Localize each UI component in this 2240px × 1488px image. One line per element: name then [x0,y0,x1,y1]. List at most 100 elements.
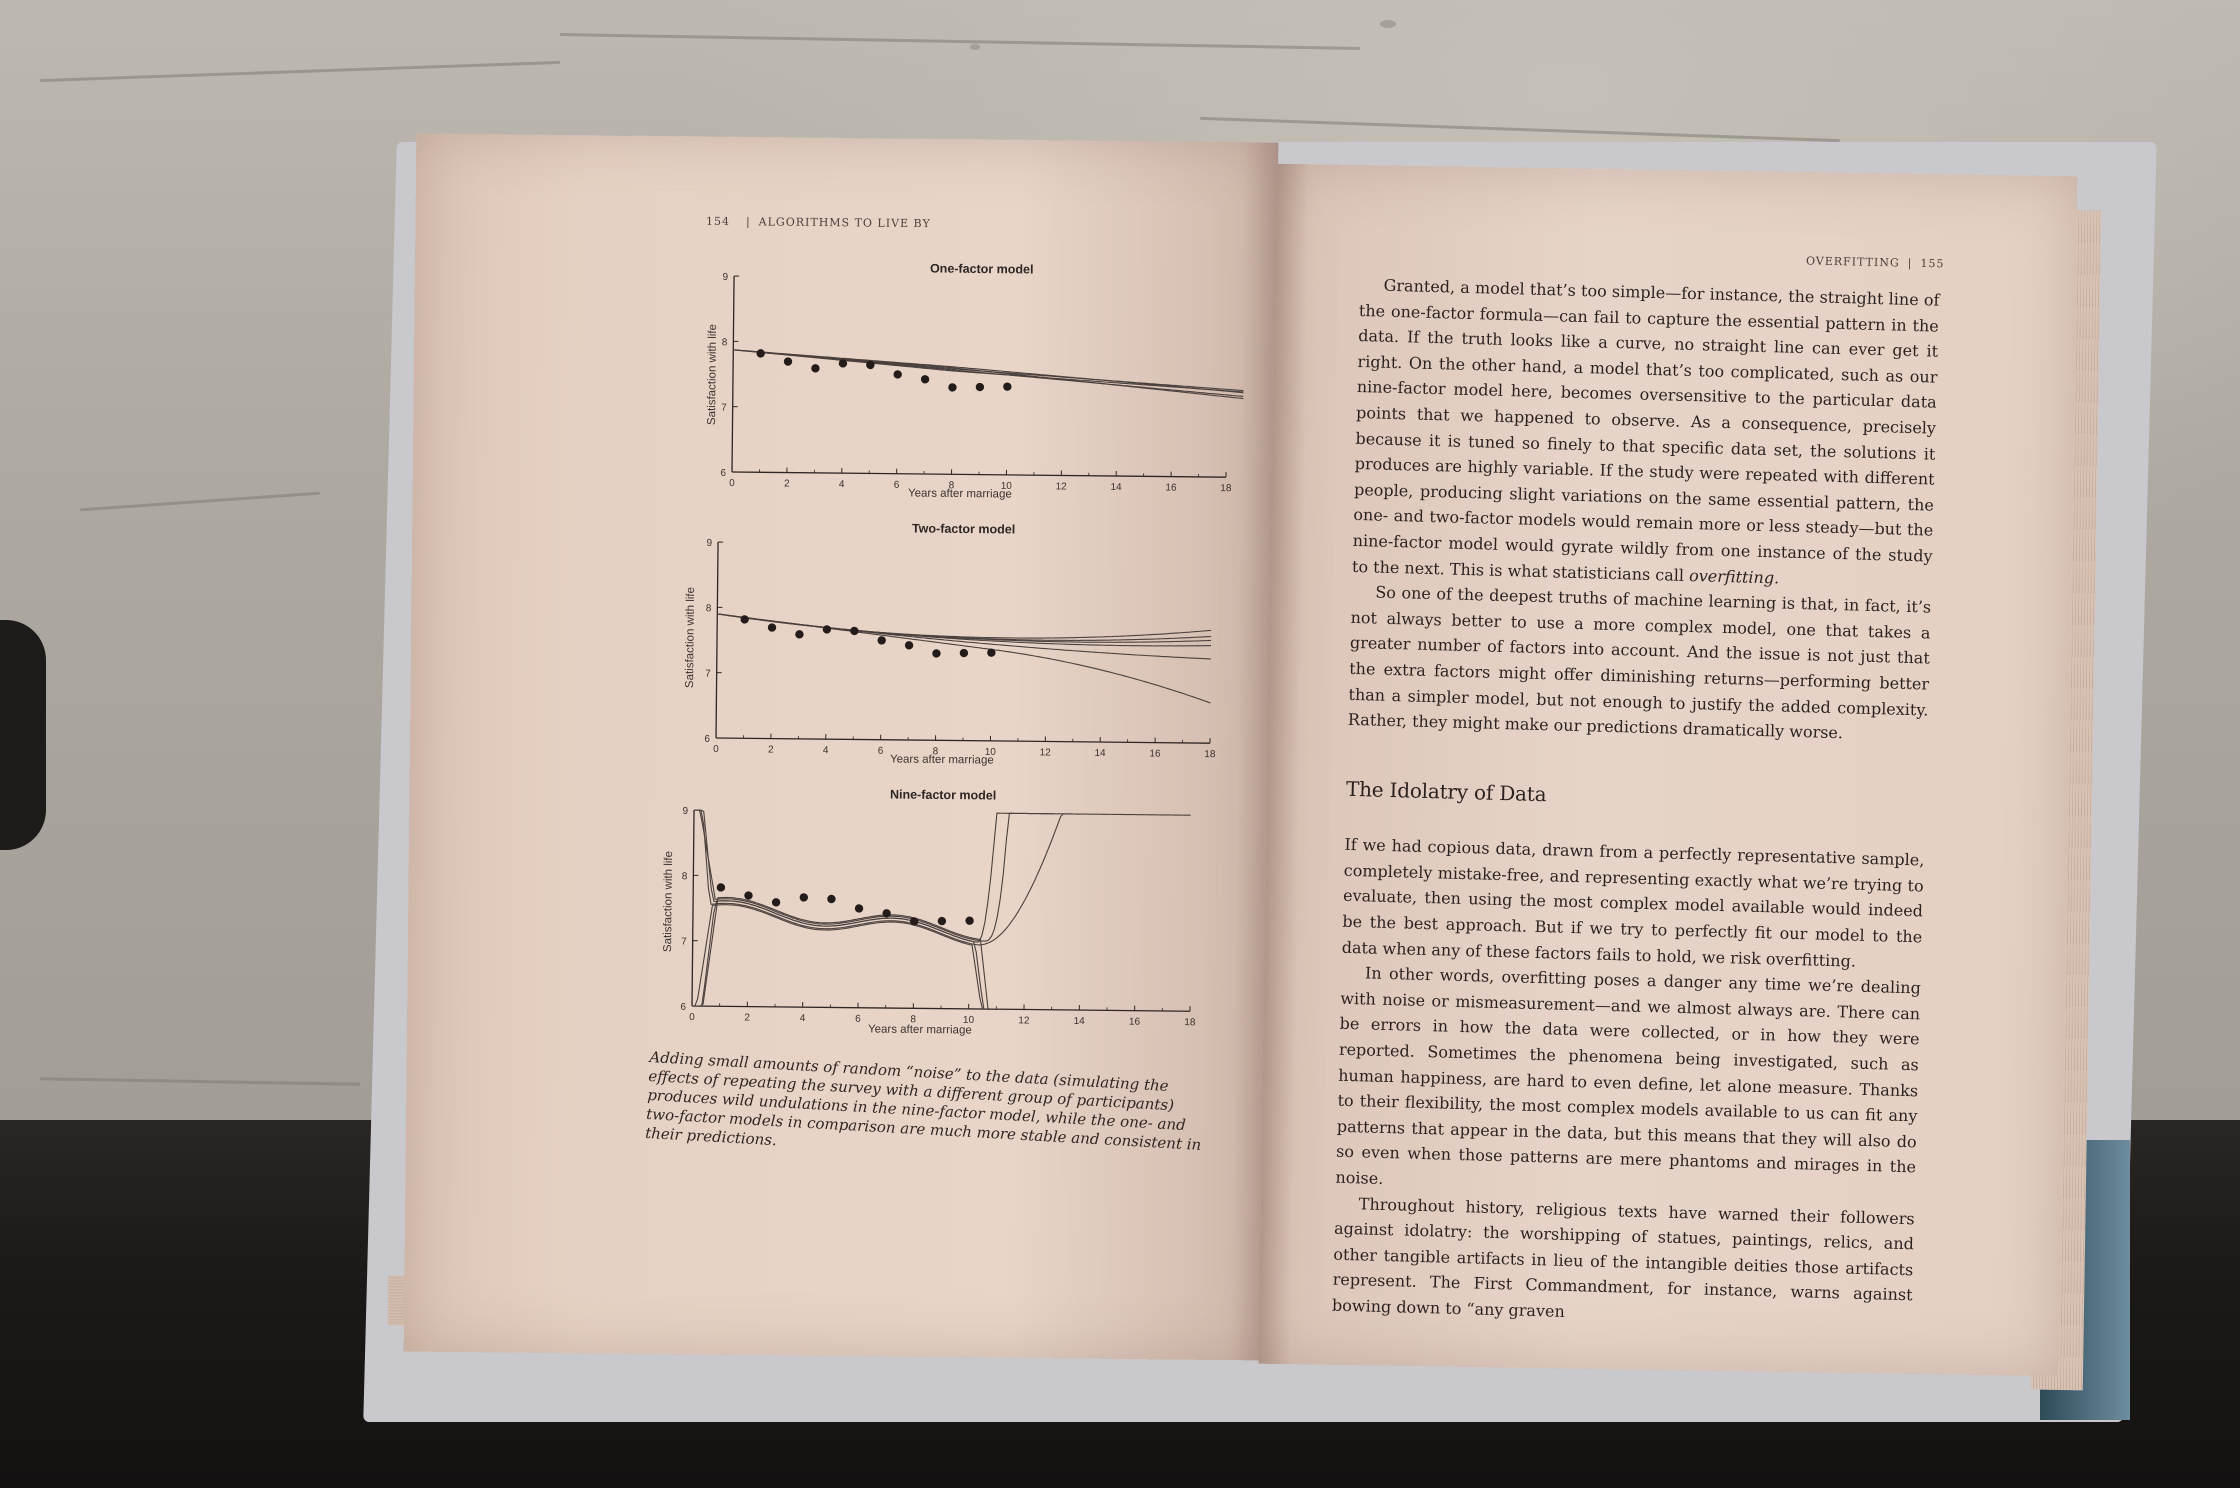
y-tick-label: 6 [704,734,710,745]
x-tick-label: 18 [1220,483,1232,494]
data-point [932,649,941,658]
y-tick-label: 7 [681,937,687,948]
data-point [716,883,726,892]
x-tick-label: 0 [689,1012,695,1023]
data-point [877,636,886,645]
x-tick-label: 10 [963,1015,975,1026]
x-tick-label: 4 [800,1013,806,1024]
x-tick-label: 6 [855,1014,861,1025]
data-point [854,904,864,913]
x-tick-label: 16 [1129,1017,1141,1028]
data-point [756,349,765,358]
right-page-text: Granted, a model that’s too simple—for i… [1332,272,1940,1334]
x-tick-label: 2 [784,479,790,490]
overfitting-term: overfitting. [1688,565,1780,587]
y-tick-label: 8 [722,337,728,348]
x-tick-label: 6 [894,480,900,491]
data-point [822,625,832,634]
model-curve [694,896,1002,1010]
data-point [1003,382,1012,391]
data-point [795,630,804,639]
section-heading: The Idolatry of Data [1345,776,1547,806]
y-tick-label: 7 [705,669,711,680]
x-tick-label: 12 [1040,747,1052,758]
model-curve [717,613,1211,704]
data-point [783,357,793,366]
x-tick-label: 14 [1074,1016,1086,1027]
x-tick-label: 2 [744,1013,750,1024]
x-tick-label: 12 [1018,1015,1030,1026]
x-tick-label: 0 [729,478,735,489]
y-axis [715,542,719,739]
paint-chip [1380,20,1396,28]
paragraph-1-text: Granted, a model that’s too simple—for i… [1351,275,1940,585]
data-point [965,916,974,925]
chart-3: 0 2 4 6 8 10 12 14 16 18 6 7 8 9 [680,806,1196,1028]
x-tick-label: 16 [1149,749,1161,760]
model-curve [733,349,1244,393]
paragraph-2: So one of the deepest truths of machine … [1347,582,1932,743]
x-tick-label: 14 [1110,482,1122,493]
data-point [910,917,919,926]
data-point [850,626,859,636]
x-tick-label: 12 [1056,481,1068,492]
model-curve [694,904,1002,1010]
chart-2: 0 2 4 6 8 10 12 14 16 18 6 7 8 9 [704,538,1216,760]
y-tick-label: 8 [706,603,712,614]
y-tick-label: 7 [721,403,727,414]
x-tick-label: 8 [910,1014,916,1025]
x-tick-label: 0 [713,744,719,755]
data-point [893,370,902,379]
x-tick-label: 14 [1094,748,1106,759]
data-point [904,641,914,650]
data-point [882,909,891,918]
data-point [959,648,969,658]
model-curve [733,349,1244,394]
x-tick-label: 10 [1001,481,1013,492]
x-tick-label: 4 [823,745,829,756]
y-tick-label: 9 [706,538,712,549]
x-tick-label: 16 [1165,483,1177,494]
y-axis [691,810,695,1007]
model-curve [695,809,1080,943]
chart-1: 0 2 4 6 8 10 12 14 16 18 6 7 8 9 [720,272,1244,494]
data-point [937,916,947,926]
paragraph-3: If we had copious data, drawn from a per… [1341,835,1925,971]
model-curve [717,613,1212,643]
data-point [866,360,875,370]
x-tick-label: 10 [985,747,997,758]
data-point [744,891,753,900]
x-tick-label: 18 [1184,1017,1196,1028]
data-point [740,615,749,624]
y-tick-label: 8 [682,871,688,882]
paint-chip [970,44,980,50]
model-curve [717,613,1212,639]
data-point [987,648,996,657]
data-point [771,898,781,907]
y-axis [731,276,735,473]
model-curve [693,900,1001,1010]
data-point [920,375,930,384]
paragraph-1: Granted, a model that’s too simple—for i… [1352,272,1940,595]
y-tick-label: 9 [722,272,728,283]
data-point [948,383,957,392]
y-tick-label: 6 [720,468,726,479]
x-tick-label: 4 [839,479,845,490]
dark-knob [0,620,46,850]
data-point [838,359,848,368]
data-point [811,364,820,373]
model-curve [733,349,1244,392]
y-tick-label: 6 [680,1002,686,1013]
model-curve [696,809,1054,942]
data-point [827,894,836,904]
x-tick-label: 8 [933,746,939,757]
data-point [767,623,777,632]
x-tick-label: 8 [949,480,955,491]
paragraph-5: Throughout history, religious texts have… [1331,1193,1915,1321]
paragraph-4: In other words, overfitting poses a dang… [1335,963,1922,1188]
model-curve [695,809,1191,946]
data-point [799,893,809,902]
x-tick-label: 2 [768,745,774,756]
x-tick-label: 6 [878,746,884,757]
